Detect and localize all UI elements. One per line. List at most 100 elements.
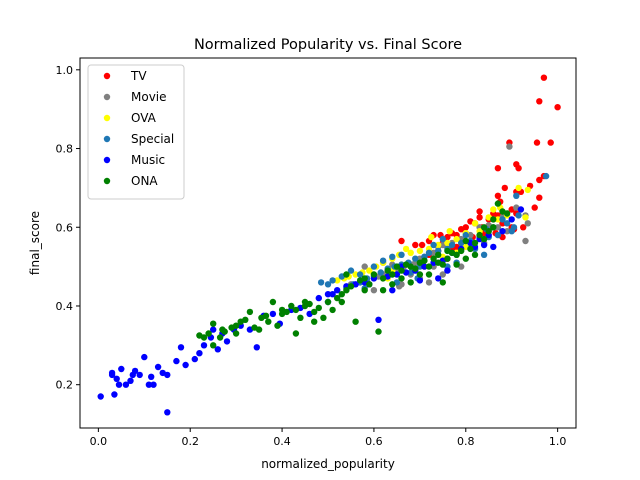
data-point: [476, 208, 483, 215]
legend-label: OVA: [131, 111, 157, 125]
data-point: [398, 251, 405, 258]
data-point: [490, 206, 497, 213]
data-point: [467, 245, 474, 253]
data-point: [111, 391, 118, 398]
data-point: [494, 224, 502, 231]
data-point: [453, 251, 460, 258]
data-point: [297, 314, 304, 321]
data-point: [141, 353, 148, 361]
data-point: [242, 316, 249, 323]
data-point: [402, 245, 410, 253]
data-point: [462, 231, 469, 239]
legend-marker: [103, 72, 111, 80]
data-point: [292, 330, 300, 337]
data-point: [476, 231, 483, 239]
data-point: [508, 228, 515, 235]
data-point: [458, 247, 465, 255]
data-point: [393, 271, 401, 278]
data-point: [428, 233, 435, 241]
data-point: [494, 200, 502, 207]
data-point: [531, 204, 538, 211]
data-point: [216, 334, 224, 341]
data-point: [515, 212, 522, 219]
legend-label: Special: [131, 132, 174, 146]
data-point: [515, 165, 522, 172]
data-point: [200, 342, 208, 349]
points-layer: [97, 74, 561, 416]
data-point: [389, 271, 396, 278]
data-point: [499, 228, 506, 235]
data-point: [425, 271, 433, 278]
data-point: [164, 409, 171, 416]
data-point: [122, 381, 130, 388]
data-point: [255, 326, 263, 333]
data-point: [361, 287, 368, 294]
data-point: [253, 344, 260, 351]
data-point: [210, 326, 217, 333]
x-axis-label: normalized_popularity: [261, 457, 395, 471]
data-point: [444, 267, 451, 274]
plot-frame: [79, 57, 577, 429]
data-point: [210, 342, 217, 349]
data-point: [407, 279, 414, 286]
data-point: [265, 318, 272, 325]
data-point: [435, 251, 442, 258]
data-point: [108, 369, 116, 377]
data-point: [513, 192, 520, 199]
data-point: [471, 239, 479, 247]
data-point: [407, 249, 414, 256]
data-point: [430, 255, 437, 262]
data-point: [416, 247, 424, 255]
data-point: [200, 334, 208, 341]
data-point: [430, 241, 437, 249]
data-point: [439, 261, 446, 268]
legend: TV Movie OVA Special Music ONA: [87, 64, 185, 200]
data-point: [379, 257, 387, 264]
data-point: [343, 271, 350, 278]
data-point: [329, 277, 336, 284]
data-point: [536, 194, 543, 201]
data-point: [536, 98, 543, 105]
data-point: [223, 338, 231, 345]
data-point: [115, 381, 123, 388]
data-point: [177, 344, 185, 351]
data-point: [453, 261, 460, 268]
data-point: [375, 328, 382, 335]
data-point: [515, 184, 522, 192]
data-point: [232, 330, 240, 337]
x-tick-label: 0.4: [273, 435, 291, 448]
data-point: [480, 241, 488, 249]
data-point: [246, 308, 254, 316]
data-point: [435, 241, 442, 249]
data-point: [334, 287, 341, 294]
data-point: [393, 263, 401, 270]
legend-marker: [103, 114, 111, 122]
legend-label: Music: [131, 153, 165, 167]
data-point: [425, 279, 433, 286]
x-tick-label: 1.0: [549, 435, 567, 448]
data-point: [425, 249, 433, 256]
data-point: [416, 271, 424, 278]
legend-marker: [103, 135, 111, 143]
data-point: [148, 373, 155, 380]
y-tick-label: 0.6: [56, 221, 74, 234]
data-point: [361, 263, 368, 270]
data-point: [384, 267, 391, 274]
legend-marker: [103, 177, 111, 185]
data-point: [499, 216, 506, 223]
data-point: [398, 237, 405, 245]
data-point: [490, 216, 497, 223]
data-point: [205, 330, 212, 337]
data-point: [421, 263, 428, 270]
data-point: [458, 226, 465, 233]
data-point: [191, 355, 198, 363]
data-point: [444, 247, 451, 255]
data-point: [196, 350, 203, 357]
data-point: [471, 251, 479, 258]
y-tick-label: 0.2: [56, 379, 74, 392]
data-point: [503, 228, 511, 235]
data-point: [520, 224, 527, 231]
data-point: [366, 267, 373, 274]
data-point: [347, 283, 355, 290]
